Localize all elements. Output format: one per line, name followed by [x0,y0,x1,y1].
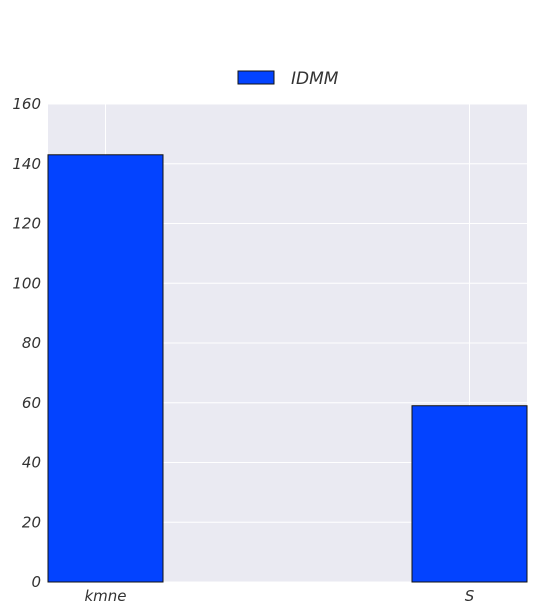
y-tick-label: 120 [12,215,41,233]
y-tick-label: 40 [22,454,41,472]
bar-s [411,405,528,583]
y-tick-label: 140 [12,155,41,173]
legend-label-idmm: IDMM [291,69,339,89]
y-tick-label: 160 [12,95,41,113]
legend-swatch-idmm [237,70,275,85]
y-tick-label: 0 [31,573,41,591]
x-tick-label: S [465,587,475,605]
y-tick-label: 100 [12,274,41,292]
x-tick-label: kmne [84,587,126,605]
y-axis-ticks: 0 20 40 60 80 100 120 140 160 [12,95,41,591]
y-tick-label: 60 [22,394,41,412]
legend: IDMM [237,69,339,89]
x-axis-ticks: kmne S [84,587,474,605]
bars [47,154,528,583]
bar-kmne [47,154,164,583]
y-tick-label: 20 [22,513,41,531]
y-tick-label: 80 [22,334,41,352]
